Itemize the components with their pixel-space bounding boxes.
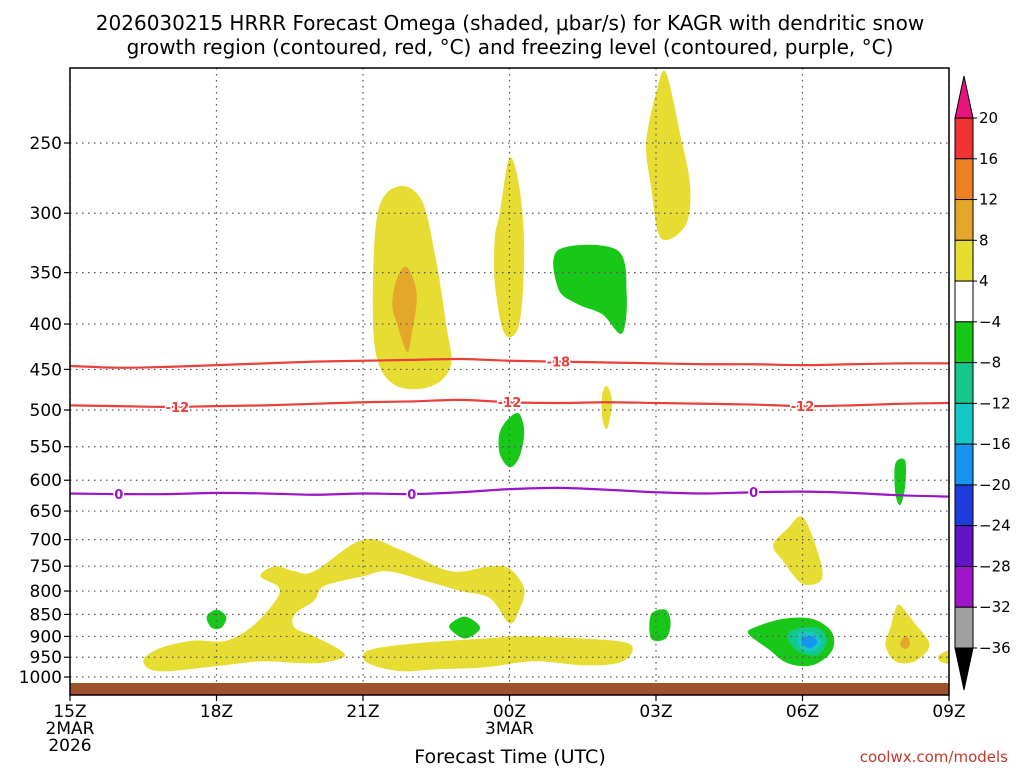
contours: -18 -12 -12 -12 0 0 0: [69, 354, 950, 505]
contour-label-1-1: -12: [498, 396, 522, 411]
colorbar-label-2: 12: [979, 191, 998, 209]
y-tick-label-500: 500: [30, 401, 62, 421]
colorbar-label-6: −8: [979, 354, 1001, 372]
contour-line-2: [69, 486, 950, 498]
omega-region-15: [649, 609, 671, 642]
x-tick-label-0-0: 15Z: [53, 702, 86, 722]
colorbar-segment-8: [954, 402, 974, 445]
colorbar-label-3: 8: [979, 231, 989, 249]
omega-region-11: [885, 604, 930, 664]
colorbar-segment-1: [954, 117, 974, 160]
x-tick-label-15-0: 06Z: [786, 702, 819, 722]
omega-region-7: [894, 458, 907, 506]
colorbar: 20 16 12 8 4 −4 −8 −12 −16 −20 −24 −28 −32 −36: [954, 75, 1011, 691]
colorbar-label-5: −4: [979, 313, 1001, 331]
omega-region-12: [938, 650, 949, 664]
y-tick-label-850: 850: [30, 605, 62, 625]
y-tick-label-250: 250: [30, 134, 62, 154]
y-tick-label-900: 900: [30, 627, 62, 647]
y-tick-label-700: 700: [30, 531, 62, 551]
contour-label-2-1: 0: [407, 488, 416, 503]
omega-region-1: [392, 266, 417, 353]
contour-label-1-0: -12: [166, 401, 190, 416]
chart-title-line2: growth region (contoured, red, °C) and f…: [127, 35, 894, 59]
y-tick-label-1000: 1000: [19, 668, 62, 688]
y-tick-label-750: 750: [30, 557, 62, 577]
contour-label-1-2: -12: [791, 400, 815, 415]
contour-label-0-0: -18: [547, 356, 571, 371]
omega-region-4: [553, 244, 627, 335]
omega-shading: [143, 70, 949, 672]
colorbar-segment-10: [954, 484, 974, 527]
colorbar-label-8: −16: [979, 435, 1011, 453]
credit-text: coolwx.com/models: [860, 748, 1008, 766]
colorbar-label-4: 4: [979, 272, 989, 290]
colorbar-segment-13: [954, 606, 974, 649]
y-tick-label-550: 550: [30, 438, 62, 458]
omega-region-19: [801, 636, 818, 649]
colorbar-label-9: −20: [979, 476, 1011, 494]
x-tick-label-3-0: 18Z: [200, 702, 233, 722]
colorbar-label-7: −12: [979, 394, 1011, 412]
chart-title-line1: 2026030215 HRRR Forecast Omega (shaded, …: [96, 11, 924, 35]
y-tick-label-300: 300: [30, 204, 62, 224]
colorbar-arrow-down: [954, 647, 974, 691]
x-tick-label-0-2: 2026: [48, 736, 91, 756]
ground-strip: [70, 683, 949, 695]
colorbar-segment-2: [954, 158, 974, 201]
omega-region-6: [601, 385, 613, 430]
y-tick-label-350: 350: [30, 264, 62, 284]
colorbar-label-13: −36: [979, 639, 1011, 657]
colorbar-label-0: 20: [979, 109, 998, 127]
omega-region-8: [773, 516, 823, 586]
omega-region-10: [363, 636, 633, 672]
colorbar-label-11: −28: [979, 557, 1011, 575]
omega-region-9: [143, 538, 525, 672]
colorbar-segment-6: [954, 321, 974, 364]
contour-line-0: [69, 357, 950, 369]
colorbar-label-1: 16: [979, 150, 998, 168]
omega-region-2: [493, 157, 525, 338]
y-axis: 2503003504004505005506006507007508008509…: [19, 134, 70, 688]
x-tick-label-9-1: 3MAR: [485, 719, 534, 739]
omega-region-20: [900, 636, 910, 649]
colorbar-segment-4: [954, 239, 974, 282]
x-tick-label-6-0: 21Z: [346, 702, 379, 722]
y-tick-label-650: 650: [30, 502, 62, 522]
y-tick-label-400: 400: [30, 315, 62, 335]
colorbar-segment-12: [954, 565, 974, 608]
colorbar-segment-5: [954, 280, 974, 323]
colorbar-segment-7: [954, 362, 974, 404]
ground-fill: [70, 683, 949, 695]
y-tick-label-800: 800: [30, 582, 62, 602]
contour-label-2-0: 0: [114, 488, 123, 503]
colorbar-label-12: −32: [979, 598, 1011, 616]
omega-region-3: [646, 70, 691, 241]
y-tick-label-600: 600: [30, 471, 62, 491]
colorbar-segment-11: [954, 525, 974, 567]
omega-region-5: [498, 412, 525, 468]
contour-line-1: [69, 398, 950, 409]
contour-label-2-2: 0: [749, 486, 758, 501]
y-tick-label-950: 950: [30, 648, 62, 668]
omega-region-14: [449, 616, 481, 639]
colorbar-label-10: −24: [979, 517, 1011, 535]
x-tick-label-9-0: 00Z: [493, 702, 526, 722]
x-tick-label-0-1: 2MAR: [46, 719, 95, 739]
y-tick-label-450: 450: [30, 360, 62, 380]
colorbar-segment-9: [954, 443, 974, 486]
colorbar-arrow-up: [954, 75, 974, 119]
x-tick-label-12-0: 03Z: [639, 702, 672, 722]
colorbar-segment-3: [954, 199, 974, 241]
x-tick-label-18-0: 09Z: [932, 702, 965, 722]
x-axis-label: Forecast Time (UTC): [414, 746, 605, 768]
